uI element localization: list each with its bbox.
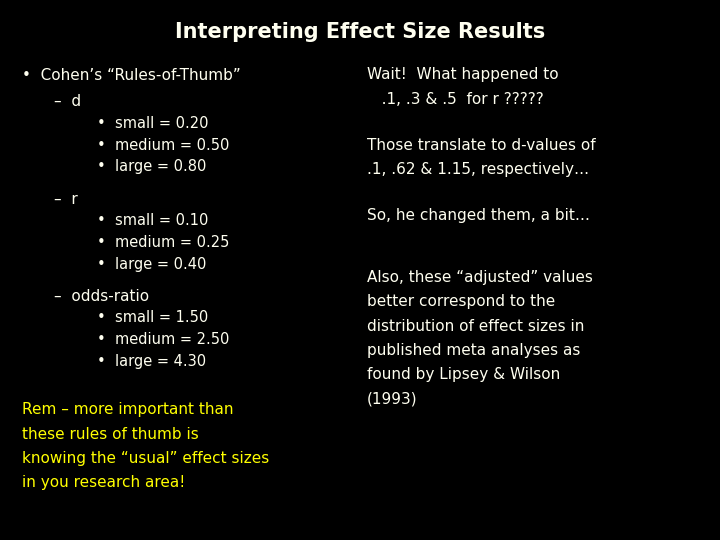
Text: found by Lipsey & Wilson: found by Lipsey & Wilson (367, 367, 560, 382)
Text: •  Cohen’s “Rules-of-Thumb”: • Cohen’s “Rules-of-Thumb” (22, 68, 240, 83)
Text: •  medium = 0.25: • medium = 0.25 (97, 235, 230, 250)
Text: in you research area!: in you research area! (22, 475, 185, 490)
Text: Interpreting Effect Size Results: Interpreting Effect Size Results (175, 22, 545, 42)
Text: .1, .3 & .5  for r ?????: .1, .3 & .5 for r ????? (367, 92, 544, 107)
Text: knowing the “usual” effect sizes: knowing the “usual” effect sizes (22, 451, 269, 466)
Text: .1, .62 & 1.15, respectively…: .1, .62 & 1.15, respectively… (367, 162, 590, 177)
Text: –  r: – r (54, 192, 78, 207)
Text: Rem – more important than: Rem – more important than (22, 402, 233, 417)
Text: (1993): (1993) (367, 392, 418, 407)
Text: Those translate to d-values of: Those translate to d-values of (367, 138, 596, 153)
Text: •  medium = 0.50: • medium = 0.50 (97, 138, 230, 153)
Text: •  large = 0.80: • large = 0.80 (97, 159, 207, 174)
Text: –  d: – d (54, 94, 81, 110)
Text: –  odds-ratio: – odds-ratio (54, 289, 149, 304)
Text: •  medium = 2.50: • medium = 2.50 (97, 332, 230, 347)
Text: •  small = 1.50: • small = 1.50 (97, 310, 209, 326)
Text: •  large = 0.40: • large = 0.40 (97, 256, 207, 272)
Text: Wait!  What happened to: Wait! What happened to (367, 68, 559, 83)
Text: Also, these “adjusted” values: Also, these “adjusted” values (367, 270, 593, 285)
Text: these rules of thumb is: these rules of thumb is (22, 427, 198, 442)
Text: •  small = 0.10: • small = 0.10 (97, 213, 209, 228)
Text: published meta analyses as: published meta analyses as (367, 343, 580, 358)
Text: So, he changed them, a bit…: So, he changed them, a bit… (367, 208, 590, 223)
Text: better correspond to the: better correspond to the (367, 294, 555, 309)
Text: •  small = 0.20: • small = 0.20 (97, 116, 209, 131)
Text: •  large = 4.30: • large = 4.30 (97, 354, 207, 369)
Text: distribution of effect sizes in: distribution of effect sizes in (367, 319, 585, 334)
